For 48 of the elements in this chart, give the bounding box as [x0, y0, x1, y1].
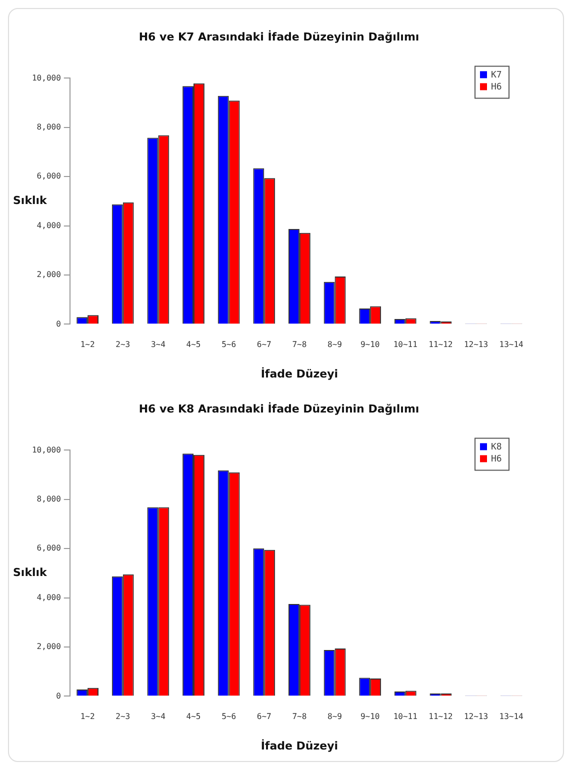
x-tick-label: 1~2	[80, 712, 95, 722]
x-tick-label: 3~4	[150, 712, 166, 722]
x-tick-label: 4~5	[186, 712, 201, 722]
x-tick-label: 3~4	[150, 340, 166, 350]
x-tick-label: 7~8	[292, 340, 307, 350]
x-tick-label: 5~6	[222, 340, 236, 350]
x-tick-label: 8~9	[328, 340, 342, 350]
x-axis-title: İfade Düzeyi	[260, 738, 338, 752]
x-tick-label: 6~7	[256, 712, 272, 722]
y-tick-label: 0	[56, 319, 62, 328]
x-tick-label: 2~3	[116, 340, 130, 350]
y-axis-title: Sıklık	[13, 566, 48, 580]
legend-label: K8	[491, 442, 502, 453]
y-axis-title: Sıklık	[13, 194, 48, 208]
x-tick-label: 13~14	[499, 340, 524, 350]
x-tick-label: 11~12	[428, 712, 453, 722]
chart-title: H6 ve K7 Arasındaki İfade Düzeyinin Dağılımı	[138, 29, 420, 44]
x-tick-label: 9~10	[360, 340, 380, 350]
y-tick-label: 4,000	[36, 220, 62, 230]
y-tick-label: 10,000	[32, 445, 62, 454]
x-tick-label: 13~14	[499, 712, 524, 722]
y-tick-label: 8,000	[36, 122, 62, 132]
x-tick-label: 7~8	[292, 712, 307, 722]
y-tick-label: 2,000	[36, 270, 62, 280]
y-tick-label: 10,000	[32, 73, 62, 82]
x-tick-label: 12~13	[464, 712, 488, 722]
legend-label: K7	[491, 70, 502, 81]
chart-title: H6 ve K8 Arasındaki İfade Düzeyinin Dağılımı	[138, 401, 420, 416]
x-tick-label: 6~7	[256, 340, 272, 350]
x-tick-label: 10~11	[393, 340, 418, 350]
legend-label: H6	[491, 454, 502, 465]
y-tick-label: 0	[56, 691, 62, 700]
legend-label: H6	[491, 82, 502, 93]
x-tick-label: 11~12	[428, 340, 453, 350]
y-tick-label: 8,000	[36, 494, 62, 504]
y-tick-label: 4,000	[36, 592, 62, 602]
x-tick-label: 5~6	[222, 712, 236, 722]
x-tick-label: 8~9	[328, 712, 342, 722]
x-tick-label: 10~11	[393, 712, 418, 722]
y-tick-label: 2,000	[36, 642, 62, 652]
x-tick-label: 4~5	[186, 340, 201, 350]
x-tick-label: 2~3	[116, 712, 130, 722]
x-axis-title: İfade Düzeyi	[260, 366, 338, 380]
y-tick-label: 6,000	[36, 544, 62, 553]
x-tick-label: 1~2	[80, 340, 95, 350]
y-tick-label: 6,000	[36, 172, 62, 181]
x-tick-label: 12~13	[464, 340, 488, 350]
x-tick-label: 9~10	[360, 712, 380, 722]
